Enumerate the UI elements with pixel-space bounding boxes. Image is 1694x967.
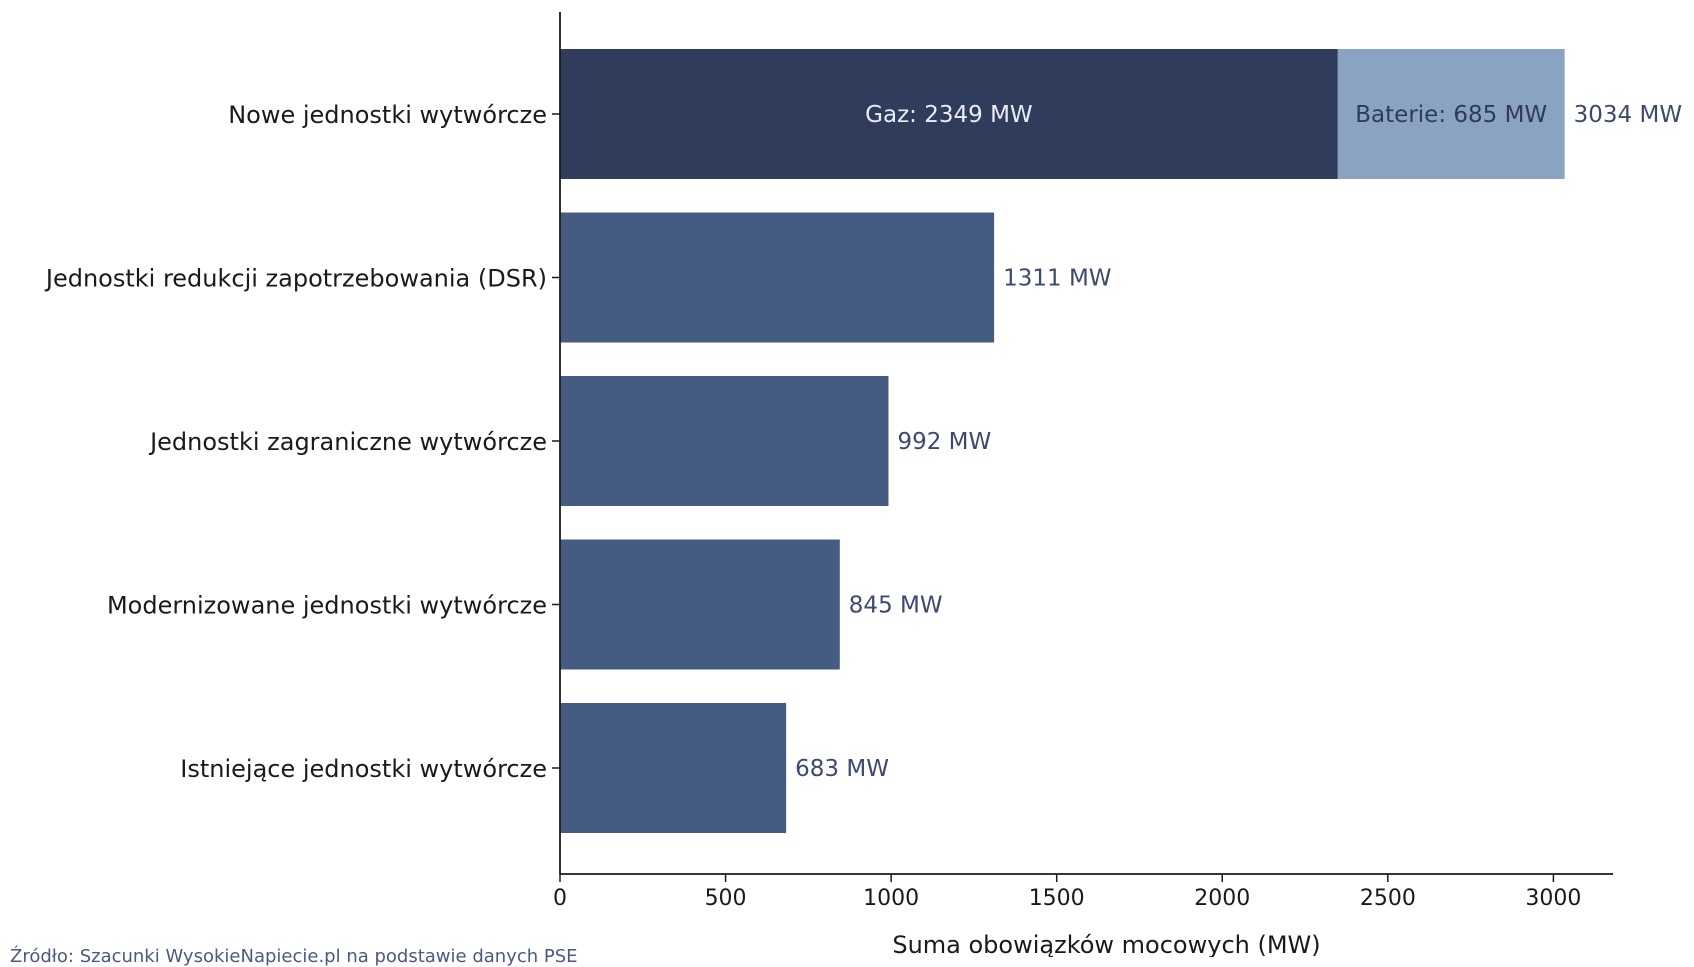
x-tick-label: 3000 xyxy=(1525,886,1581,911)
x-tick-label: 500 xyxy=(705,886,747,911)
x-tick-label: 2000 xyxy=(1194,886,1250,911)
bar-segment-baterie xyxy=(1337,49,1565,179)
bars-group xyxy=(560,49,1565,833)
category-label: Jednostki zagraniczne wytwórcze xyxy=(148,428,547,456)
category-labels: Nowe jednostki wytwórcze Jednostki redukc… xyxy=(44,101,547,783)
segment-label: Gaz: 2349 MW xyxy=(865,102,1032,128)
x-axis-title: Suma obowiązków mocowych (MW) xyxy=(892,931,1320,957)
bar xyxy=(560,376,889,506)
axes: 0 500 1000 1500 2000 2500 3000 xyxy=(552,12,1613,911)
x-tick-label: 2500 xyxy=(1360,886,1416,911)
value-label: 845 MW xyxy=(849,593,943,619)
category-label: Modernizowane jednostki wytwórcze xyxy=(107,592,547,620)
x-tick-label: 1500 xyxy=(1029,886,1085,911)
bar xyxy=(560,703,787,833)
value-label: 3034 MW xyxy=(1574,102,1682,128)
x-tick-label: 0 xyxy=(553,886,567,911)
segment-label: Baterie: 685 MW xyxy=(1355,102,1547,128)
value-label: 683 MW xyxy=(795,756,889,782)
value-label: 1311 MW xyxy=(1003,266,1111,292)
bar xyxy=(560,212,995,343)
bar xyxy=(560,539,840,670)
category-label: Jednostki redukcji zapotrzebowania (DSR) xyxy=(44,265,547,293)
bar-segment-gaz xyxy=(560,49,1338,179)
value-labels: Gaz: 2349 MW Baterie: 685 MW 3034 MW 1311 M… xyxy=(795,102,1682,782)
category-label: Nowe jednostki wytwórcze xyxy=(228,101,547,129)
x-tick-label: 1000 xyxy=(863,886,919,911)
category-label: Istniejące jednostki wytwórcze xyxy=(180,755,547,783)
value-label: 992 MW xyxy=(897,429,991,455)
